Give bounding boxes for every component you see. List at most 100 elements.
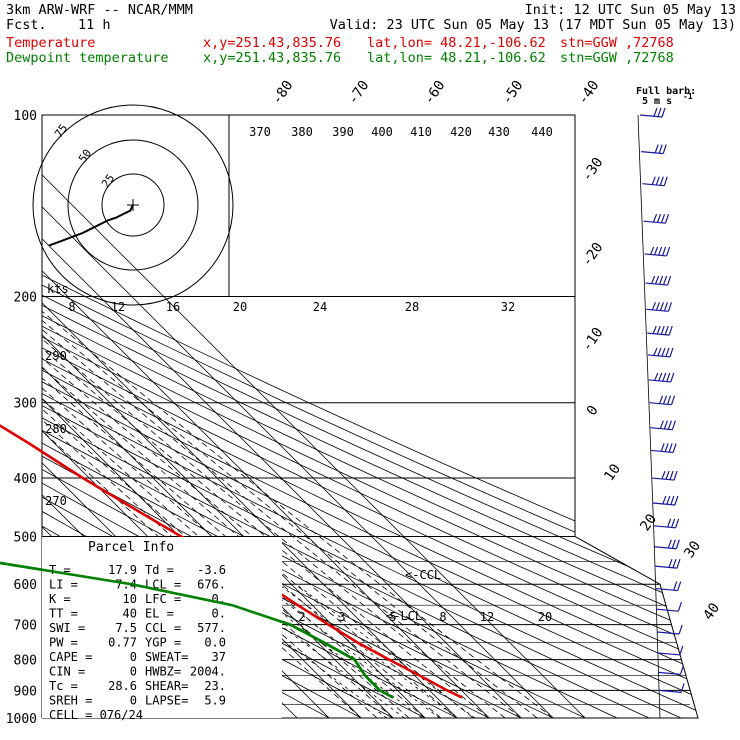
wind-barb — [650, 420, 676, 431]
isotherm-label: 10 — [601, 461, 624, 484]
parcel-key: Tc = — [49, 679, 78, 693]
isotherm-label: 40 — [700, 600, 723, 623]
wind-barb — [651, 470, 678, 481]
isotherm-label: 20 — [637, 511, 660, 534]
moist-adiabat — [42, 296, 442, 718]
wind-barb — [641, 144, 667, 155]
wind-barb — [656, 601, 682, 612]
thickness-label: 28 — [405, 300, 419, 314]
wind-barb — [655, 581, 682, 592]
parcel-key: SHEAR= — [145, 679, 188, 693]
theta-side-label: 270 — [45, 494, 67, 508]
pressure-label-400: 400 — [14, 472, 37, 487]
parcel-value: -3.6 — [197, 563, 226, 577]
temperature-xy: x,y=251.43,835.76 — [203, 35, 342, 51]
lcl-marker: <-LCL — [386, 609, 422, 623]
dry-adiabat — [42, 115, 698, 718]
parcel-value: 5.9 — [204, 694, 226, 708]
wind-barb — [647, 347, 674, 358]
mixing-ratio-line — [260, 583, 440, 718]
thickness-label: 20 — [233, 300, 247, 314]
isotherm-label: -60 — [421, 78, 449, 108]
parcel-key: PW = — [49, 636, 78, 650]
wind-barb — [647, 325, 673, 336]
thickness-label: 24 — [313, 300, 327, 314]
forecast-hour: 11 h — [78, 17, 111, 33]
isotherm-label: -70 — [345, 78, 373, 108]
parcel-cell: CELL = 076/24 — [49, 708, 143, 722]
wind-barb — [649, 395, 676, 406]
parcel-value: 0.0 — [204, 636, 226, 650]
parcel-value: 28.6 — [108, 679, 137, 693]
hodograph-trace — [48, 204, 134, 247]
mixing-ratio-label: 2 — [298, 610, 305, 624]
dry-adiabat — [42, 115, 698, 718]
parcel-key: LAPSE= — [145, 694, 188, 708]
isotherm — [42, 115, 586, 718]
dry-adiabat — [42, 115, 682, 718]
parcel-key: CIN = — [49, 665, 85, 679]
wind-barbs: Full barb:5 m s -1 — [636, 86, 696, 719]
pressure-label-900: 900 — [14, 684, 37, 699]
wind-barb — [645, 275, 672, 286]
hodograph-ring-label: 50 — [76, 147, 94, 165]
theta-label: 390 — [332, 125, 354, 139]
wind-barb — [657, 624, 683, 635]
parcel-value: 10 — [123, 592, 137, 606]
dry-adiabat — [42, 115, 698, 718]
wind-barb — [653, 518, 680, 529]
ccl-marker: <-CCL — [405, 568, 441, 582]
isotherm-label: 0 — [584, 403, 602, 419]
temperature-legend: Temperature — [6, 35, 96, 51]
parcel-key: Td = — [145, 563, 174, 577]
theta-label: 410 — [410, 125, 432, 139]
forecast-label: Fcst. — [6, 17, 47, 33]
isotherm-label: 30 — [681, 538, 704, 561]
parcel-value: 676. — [197, 578, 226, 592]
wind-barb — [651, 443, 677, 454]
pressure-label-100: 100 — [14, 109, 37, 124]
parcel-key: CAPE = — [49, 650, 92, 664]
wind-barb — [646, 302, 673, 312]
theta-label: 440 — [531, 125, 553, 139]
isotherm-label: -10 — [579, 325, 607, 355]
temperature-station: stn=GGW ,72768 — [560, 35, 674, 51]
thickness-label: 16 — [166, 300, 180, 314]
theta-label: 400 — [371, 125, 393, 139]
parcel-key: K = — [49, 592, 71, 606]
pressure-label-800: 800 — [14, 654, 37, 669]
moist-adiabat — [42, 296, 554, 718]
pressure-label-1000: 1000 — [6, 712, 37, 727]
dewpoint-legend: Dewpoint temperature — [6, 50, 169, 66]
isotherm — [42, 115, 554, 718]
thickness-label: 8 — [68, 300, 75, 314]
wind-barb — [654, 558, 681, 569]
isotherm — [42, 115, 426, 718]
thickness-label: 12 — [111, 300, 125, 314]
hodograph-ring — [32, 104, 234, 306]
barb-legend-unit: 5 m s — [642, 96, 672, 107]
parcel-value: 577. — [197, 621, 226, 635]
parcel-key: TT = — [49, 607, 78, 621]
isotherm-label: -50 — [499, 78, 527, 108]
pressure-label-200: 200 — [14, 291, 37, 306]
temperature-latlon: lat,lon= 48.21,-106.62 — [367, 35, 546, 51]
parcel-value: 37 — [212, 650, 226, 664]
mixing-ratio-label: 8 — [439, 610, 446, 624]
parcel-key: SREH = — [49, 694, 92, 708]
parcel-key: CCL = — [145, 621, 181, 635]
moist-adiabat — [42, 296, 426, 718]
wind-barb — [648, 372, 675, 383]
parcel-key: SWI = — [49, 621, 85, 635]
temperature-profile — [0, 424, 463, 699]
dewpoint-profile-overlay — [0, 561, 394, 699]
parcel-value: 17.9 — [108, 563, 137, 577]
theta-label: 420 — [450, 125, 472, 139]
wind-barb — [644, 246, 671, 257]
parcel-value: 0 — [130, 665, 137, 679]
parcel-value: 2004. — [190, 665, 226, 679]
theta-label: 430 — [488, 125, 510, 139]
parcel-value: 40 — [123, 607, 137, 621]
